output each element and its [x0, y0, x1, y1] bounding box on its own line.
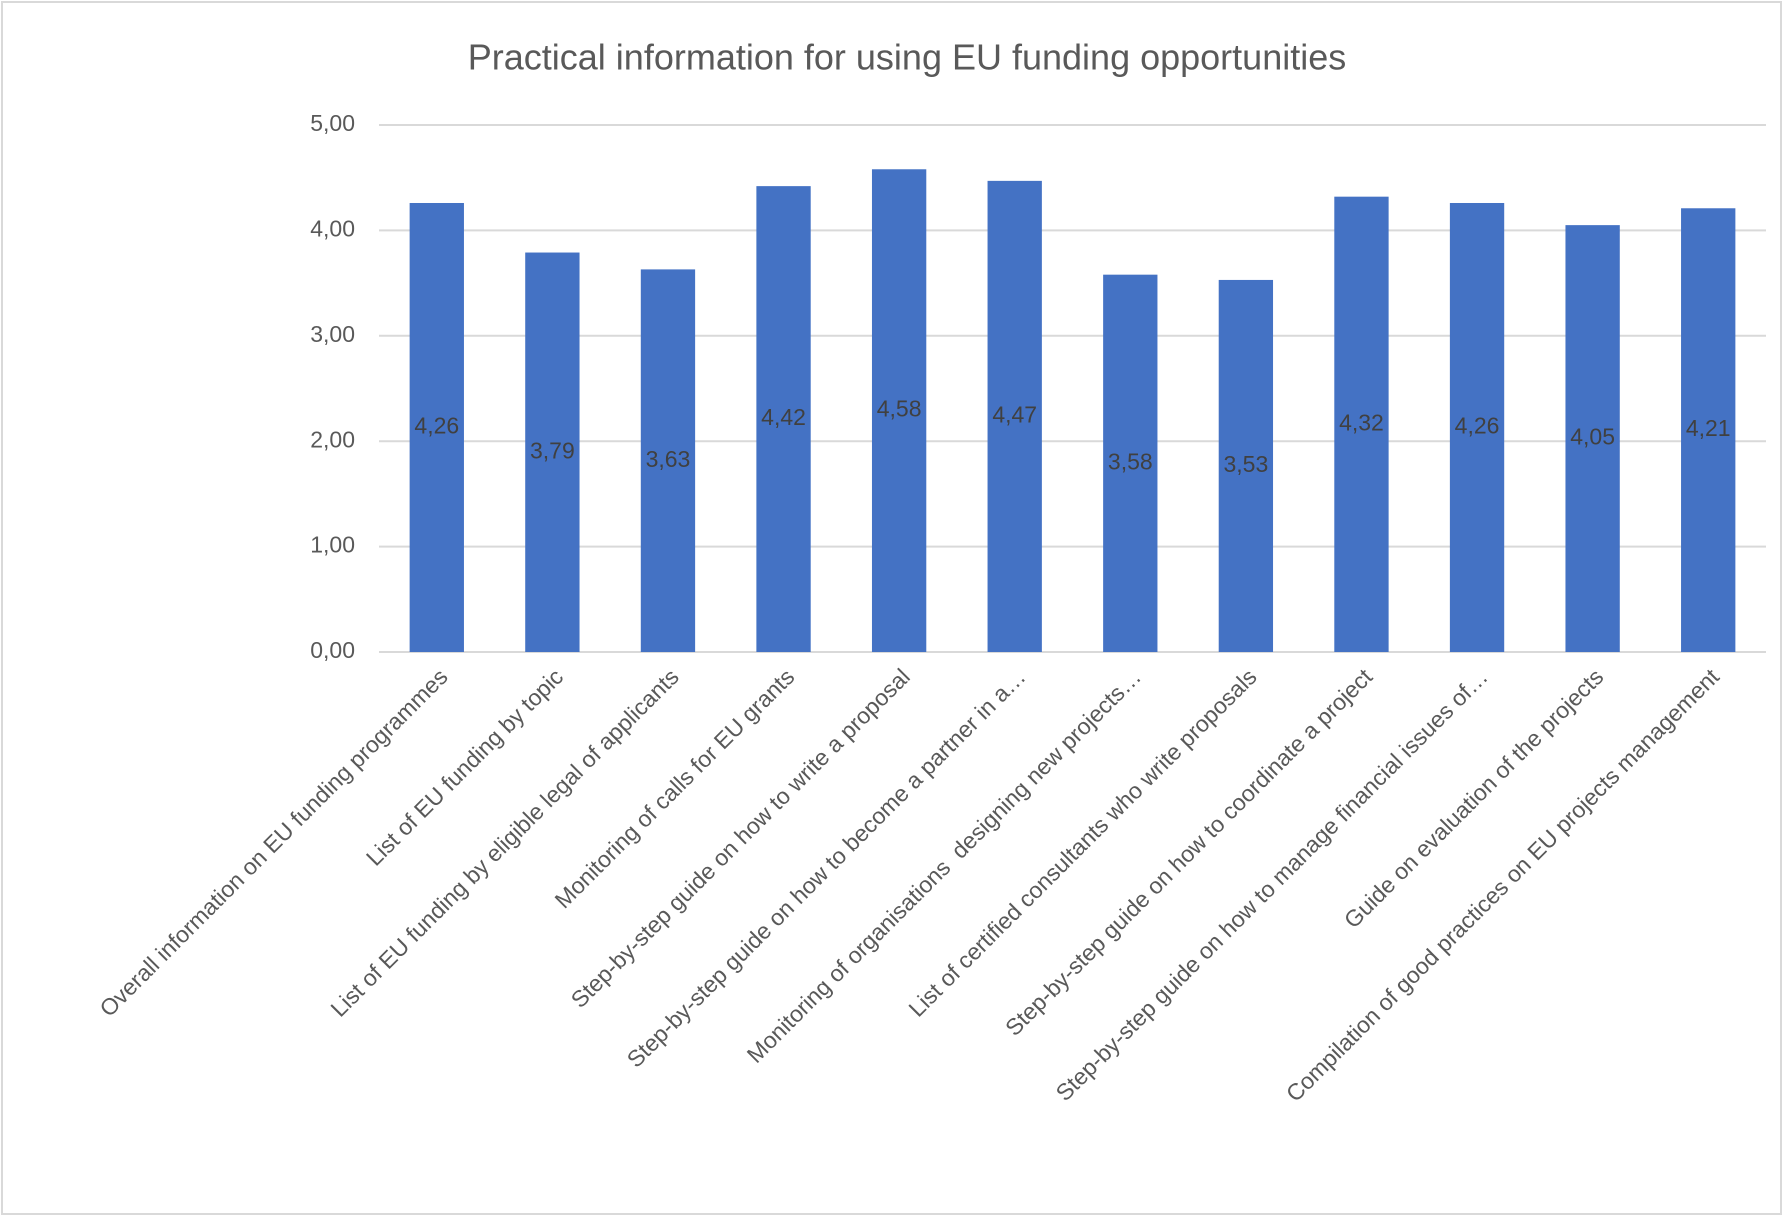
y-tick-label: 1,00 [310, 532, 355, 558]
data-label: 3,79 [530, 437, 575, 463]
bar [1449, 202, 1505, 652]
chart-title: Practical information for using EU fundi… [468, 37, 1346, 78]
bar [409, 202, 464, 652]
data-label: 3,63 [646, 446, 691, 472]
bar [1334, 196, 1389, 652]
data-label: 4,26 [1455, 413, 1500, 439]
data-label: 4,26 [414, 413, 459, 439]
bar [640, 269, 696, 652]
bar [1218, 279, 1274, 652]
y-tick-label: 2,00 [310, 426, 355, 452]
bar [1103, 274, 1158, 652]
bar [1565, 225, 1620, 652]
y-tick-label: 5,00 [310, 110, 355, 136]
data-label: 4,42 [761, 404, 806, 430]
y-tick-label: 3,00 [310, 321, 355, 347]
data-label: 4,05 [1570, 424, 1615, 450]
data-label: 4,58 [877, 396, 922, 422]
data-label: 3,58 [1108, 448, 1153, 474]
data-label: 4,32 [1339, 409, 1384, 435]
bar [525, 252, 580, 652]
bar [987, 180, 1042, 652]
y-tick-label: 4,00 [310, 215, 355, 241]
y-tick-label: 0,00 [310, 637, 355, 663]
data-label: 3,53 [1223, 451, 1268, 477]
bar [871, 169, 927, 652]
data-label: 4,21 [1686, 415, 1731, 441]
bar [756, 186, 811, 652]
bar [1681, 208, 1736, 653]
data-label: 4,47 [992, 402, 1037, 428]
